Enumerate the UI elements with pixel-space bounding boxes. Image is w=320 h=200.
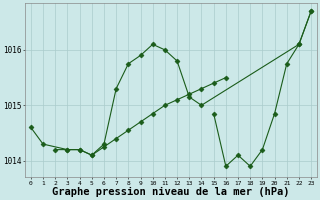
X-axis label: Graphe pression niveau de la mer (hPa): Graphe pression niveau de la mer (hPa) xyxy=(52,187,290,197)
